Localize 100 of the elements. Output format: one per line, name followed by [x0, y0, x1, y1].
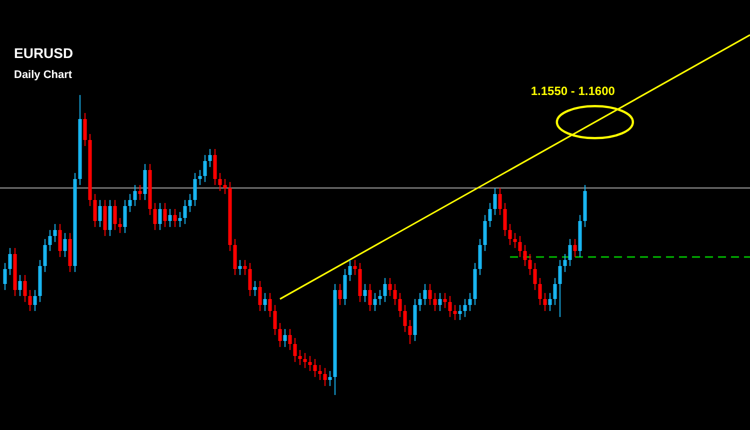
candlestick: [573, 238, 577, 258]
candlestick: [153, 202, 157, 230]
candlestick: [438, 292, 442, 312]
candlestick: [108, 200, 112, 236]
candlestick: [488, 202, 492, 228]
chart-subtitle: Daily Chart: [14, 69, 72, 81]
candlestick: [308, 356, 312, 372]
candlestick: [283, 328, 287, 348]
candlestick: [453, 304, 457, 320]
candlestick: [278, 322, 282, 348]
candlestick: [523, 244, 527, 266]
candlestick: [58, 224, 62, 258]
candlestick: [513, 232, 517, 248]
candlestick: [408, 320, 412, 344]
candlestick: [303, 352, 307, 368]
candlestick: [478, 238, 482, 276]
candlestick: [93, 194, 97, 228]
candlestick: [503, 202, 507, 236]
candlestick: [133, 184, 137, 206]
candlestick: [338, 284, 342, 306]
candlestick: [173, 208, 177, 228]
candlestick: [243, 260, 247, 276]
candlestick: [388, 278, 392, 296]
candlestick: [193, 172, 197, 206]
candlestick: [113, 200, 117, 230]
candlestick: [348, 260, 352, 282]
candlestick: [158, 202, 162, 230]
annotation: 1.1550 - 1.1600: [530, 84, 616, 98]
candlestick: [143, 164, 147, 200]
candlestick: [178, 212, 182, 228]
candlestick: [448, 296, 452, 318]
candlestick: [518, 236, 522, 258]
candlestick: [23, 274, 27, 302]
candlestick: [383, 278, 387, 302]
candlestick: [233, 238, 237, 276]
candlestick: [218, 172, 222, 192]
candlestick: [498, 188, 502, 216]
candlestick: [368, 284, 372, 312]
candlestick: [43, 238, 47, 272]
candlestick: [103, 200, 107, 236]
candlestick: [298, 350, 302, 366]
candlestick: [238, 260, 242, 276]
candlestick: [8, 248, 12, 276]
candlestick: [3, 262, 7, 290]
candlestick: [248, 262, 252, 296]
candlestick: [48, 230, 52, 252]
candlestick: [258, 280, 262, 312]
candlestick: [403, 304, 407, 332]
candlestick: [273, 304, 277, 336]
candlestick: [328, 370, 332, 386]
candlestick: [353, 260, 357, 276]
candlestick: [548, 292, 552, 312]
candlestick: [188, 194, 192, 212]
candlestick: [568, 238, 572, 266]
candlestick: [223, 178, 227, 194]
chart-title: EURUSD: [14, 45, 74, 61]
candlestick: [373, 292, 377, 312]
candlestick: [138, 184, 142, 200]
candlestick: [313, 358, 317, 378]
candlestick: [433, 292, 437, 312]
candlestick: [543, 292, 547, 312]
candlestick: [123, 200, 127, 234]
candlestick: [293, 338, 297, 362]
candlestick: [168, 208, 172, 228]
candlestick: [538, 278, 542, 306]
candlestick: [458, 304, 462, 320]
candlestick: [98, 200, 102, 228]
candlestick: [33, 290, 37, 312]
candlestick: [343, 268, 347, 306]
candlestick: [213, 148, 217, 186]
candlestick: [118, 218, 122, 234]
candlestick: [363, 284, 367, 302]
candlestick: [288, 328, 292, 350]
candlestick: [253, 280, 257, 296]
candlestick: [268, 292, 272, 318]
candlestick: [198, 170, 202, 186]
candlestick: [18, 274, 22, 296]
candlestick: [28, 290, 32, 312]
candlestick: [528, 254, 532, 276]
candlestick: [418, 292, 422, 312]
candlestick: [163, 202, 167, 228]
candlestick: [318, 364, 322, 380]
candlestick: [428, 284, 432, 306]
candlestick: [208, 148, 212, 168]
candlestick: [263, 292, 267, 312]
candlestick: [378, 290, 382, 306]
candlestick: [483, 214, 487, 252]
candlestick: [53, 224, 57, 242]
candlestick: [323, 368, 327, 386]
candlestick: [558, 260, 562, 318]
candlestick: [83, 112, 87, 146]
candlestick: [63, 232, 67, 258]
candlestick: [533, 262, 537, 290]
candlestick: [183, 200, 187, 224]
candlestick: [563, 254, 567, 272]
candlestick: [393, 284, 397, 306]
candlestick: [468, 292, 472, 312]
candlestick: [553, 278, 557, 306]
candlestick: [463, 298, 467, 318]
candlestick: [493, 188, 497, 216]
